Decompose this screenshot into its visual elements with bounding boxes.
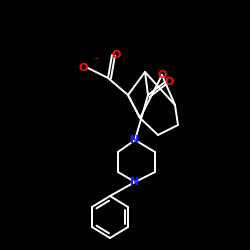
Text: O: O <box>78 63 88 73</box>
Text: O: O <box>157 70 167 80</box>
Text: O: O <box>164 77 174 87</box>
Text: N: N <box>130 135 140 145</box>
Text: N: N <box>130 177 140 187</box>
Text: O: O <box>111 50 121 60</box>
Text: ⁻: ⁻ <box>94 56 98 66</box>
